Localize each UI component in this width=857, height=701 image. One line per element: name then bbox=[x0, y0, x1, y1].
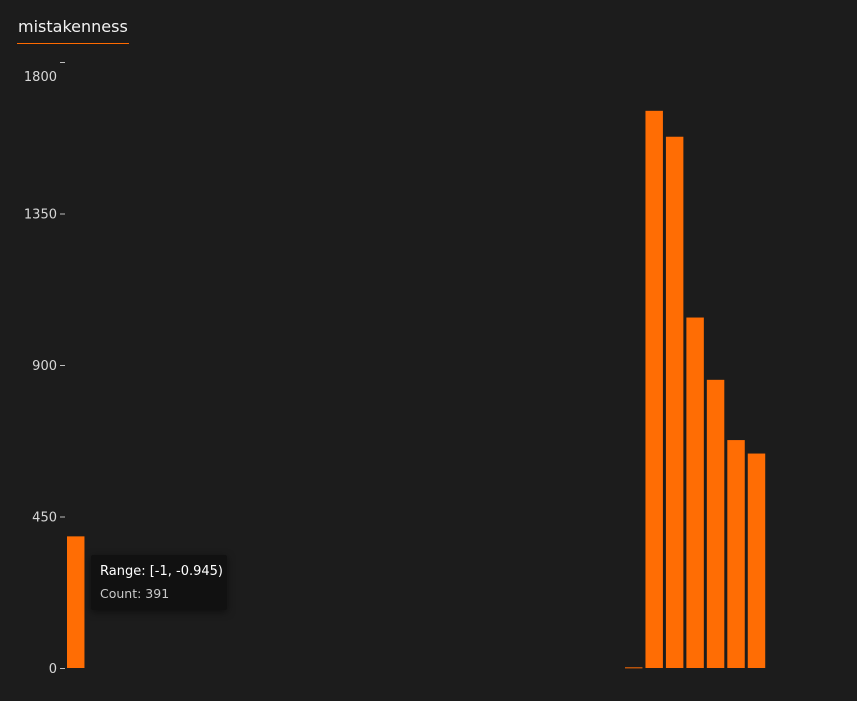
tooltip-range: Range: [-1, -0.945) bbox=[100, 564, 223, 579]
histogram-bar[interactable] bbox=[747, 453, 766, 668]
histogram-bar[interactable] bbox=[686, 317, 704, 668]
y-tick-label: 0 bbox=[49, 662, 57, 677]
tooltip-count: Count: 391 bbox=[100, 586, 170, 601]
histogram-bar[interactable] bbox=[665, 136, 684, 669]
tab-mistakenness[interactable]: mistakenness bbox=[17, 14, 129, 44]
y-tick-label: 450 bbox=[32, 511, 57, 526]
bars bbox=[67, 110, 766, 669]
y-tick-label: 900 bbox=[32, 359, 57, 374]
y-axis: 0 450 900 1350 1800 bbox=[24, 62, 65, 677]
bar-tooltip: Range: [-1, -0.945) Count: 391 bbox=[91, 555, 227, 610]
histogram-bar[interactable] bbox=[625, 667, 643, 669]
histogram-bar[interactable] bbox=[645, 110, 663, 669]
y-tick-label: 1350 bbox=[24, 208, 57, 223]
histogram-bar[interactable] bbox=[727, 440, 745, 668]
y-tick-label: 1800 bbox=[24, 70, 57, 85]
histogram-bar[interactable] bbox=[706, 379, 725, 668]
tab-bar: mistakenness bbox=[17, 14, 129, 44]
histogram-bar[interactable] bbox=[67, 536, 85, 668]
